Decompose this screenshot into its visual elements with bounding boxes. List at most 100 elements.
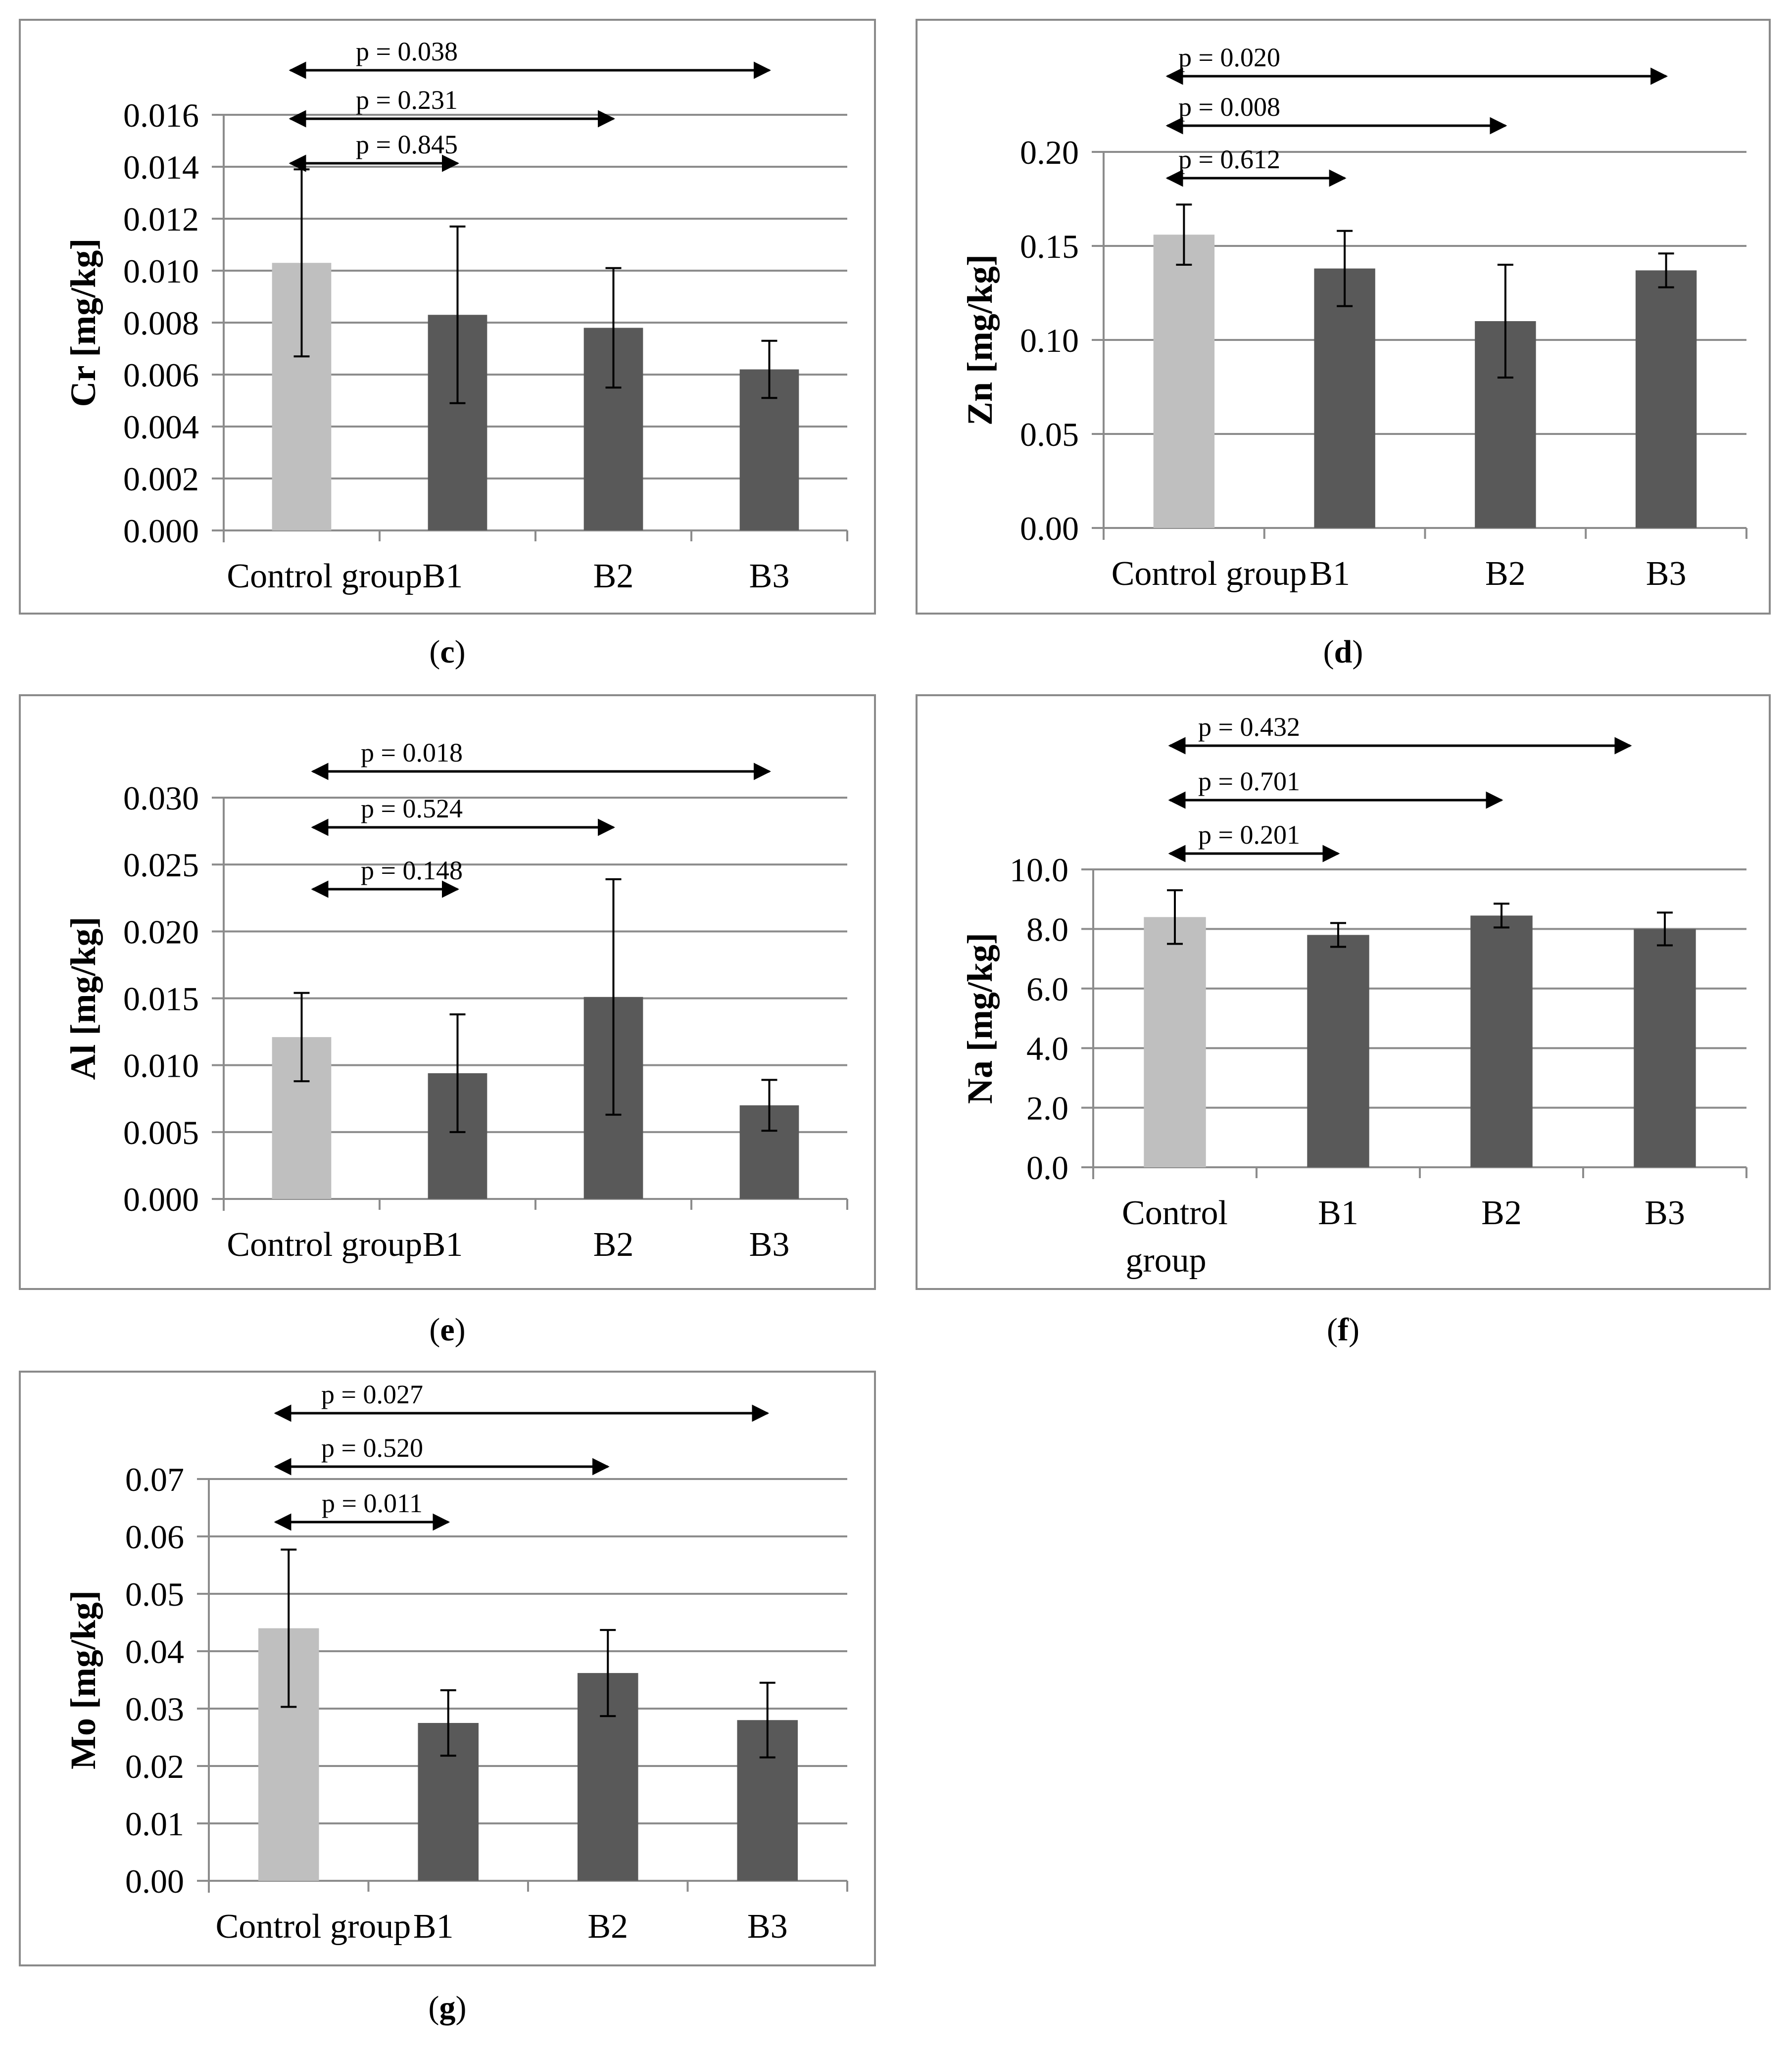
x-tick-label: Control group	[216, 1908, 411, 1946]
x-tick-label: B3	[749, 1226, 790, 1264]
caption-c: (c)	[429, 634, 466, 670]
y-tick-label: 0.05	[1020, 416, 1079, 453]
bar	[1314, 268, 1375, 528]
chart-panel-g: 0.00 0.01 0.02 0.03 0.04 0.05 0.06 0.07 Control …	[19, 1371, 876, 1966]
x-tick-label: B1	[1318, 1194, 1358, 1232]
p-value-label: p = 0.020	[1178, 43, 1280, 72]
y-tick-label: 8.0	[1026, 910, 1068, 948]
y-tick-label: 0.008	[123, 304, 199, 342]
y-tick-label: 0.00	[125, 1862, 184, 1900]
caption-letter: f	[1338, 1312, 1349, 1348]
p-value-label: p = 0.524	[361, 794, 463, 823]
p-value-label: p = 0.231	[356, 85, 458, 115]
y-tick-label: 2.0	[1026, 1090, 1068, 1127]
y-tick-label: 0.006	[123, 356, 199, 394]
p-value-label: p = 0.018	[361, 738, 463, 767]
caption-letter: d	[1334, 634, 1353, 670]
chart-panel-f: 0.0 2.0 4.0 6.0 8.0 10.0 Control group B1 B2 B3 Na …	[916, 694, 1771, 1290]
p-value-label: p = 0.008	[1178, 92, 1280, 122]
x-tick-label: Control group	[227, 557, 422, 595]
y-tick-label: 0.02	[125, 1748, 184, 1785]
p-value-label: p = 0.011	[322, 1488, 423, 1518]
p-value-label: p = 0.701	[1198, 766, 1300, 796]
x-tick-label: B2	[1485, 555, 1526, 593]
y-tick-label: 0.06	[125, 1518, 184, 1556]
y-tick-label: 0.10	[1020, 322, 1079, 359]
y-axis-label: Al [mg/kg]	[63, 917, 103, 1080]
bar	[1144, 917, 1206, 1167]
y-tick-label: 0.15	[1020, 228, 1079, 265]
x-tick-label: B3	[747, 1908, 788, 1946]
y-tick-label: 0.03	[125, 1690, 184, 1728]
x-tick-label: Control group	[1122, 1194, 1228, 1280]
y-tick-label: 0.01	[125, 1805, 184, 1843]
bar	[1634, 929, 1696, 1167]
y-tick-label: 0.030	[123, 779, 199, 817]
caption-e: (e)	[429, 1312, 466, 1348]
y-tick-label: 0.010	[123, 1047, 199, 1085]
y-tick-label: 0.014	[123, 148, 199, 186]
x-tick-label: B3	[1646, 555, 1687, 593]
y-tick-label: 0.07	[125, 1461, 184, 1498]
p-value-label: p = 0.027	[321, 1380, 423, 1409]
p-value-label: p = 0.432	[1198, 712, 1300, 742]
chart-panel-e: 0.000 0.005 0.010 0.015 0.020 0.025 0.030 Contr…	[19, 694, 876, 1290]
p-value-label: p = 0.038	[356, 37, 458, 66]
y-tick-label: 0.00	[1020, 510, 1079, 547]
y-tick-label: 0.015	[123, 980, 199, 1018]
caption-g: (g)	[428, 1990, 467, 2026]
x-tick-label: Control group	[1112, 555, 1307, 593]
y-tick-label: 4.0	[1026, 1030, 1068, 1067]
p-value-label: p = 0.845	[356, 130, 458, 159]
y-axis-label: Mo [mg/kg]	[63, 1590, 103, 1769]
y-tick-label: 0.04	[125, 1633, 184, 1671]
x-tick-label: B2	[1481, 1194, 1522, 1232]
chart-g: 0.00 0.01 0.02 0.03 0.04 0.05 0.06 0.07 Control …	[63, 1380, 848, 1946]
x-tick-label: B2	[593, 557, 634, 595]
y-axis-label: Zn [mg/kg]	[960, 254, 1000, 426]
p-value-label: p = 0.148	[361, 856, 463, 885]
chart-panel-c: 0.000 0.002 0.004 0.006 0.008 0.010 0.012 0.014…	[19, 19, 876, 615]
p-value-label: p = 0.520	[321, 1433, 423, 1463]
y-tick-label: 0.0	[1026, 1149, 1068, 1187]
y-tick-label: 0.004	[123, 408, 199, 446]
y-tick-label: 0.005	[123, 1114, 199, 1151]
caption-letter: e	[440, 1312, 455, 1348]
caption-letter: g	[439, 1990, 456, 2026]
y-tick-label: 0.05	[125, 1576, 184, 1613]
x-tick-label: B1	[423, 1226, 463, 1264]
x-tick-label: B2	[593, 1226, 634, 1264]
bar	[1635, 270, 1697, 528]
x-tick-label: B3	[749, 557, 790, 595]
chart-e: 0.000 0.005 0.010 0.015 0.020 0.025 0.030 Contr…	[63, 738, 848, 1264]
y-axis-label: Cr [mg/kg]	[63, 239, 103, 407]
chart-panel-d: 0.00 0.05 0.10 0.15 0.20 Control group B1 B2 B3 Z…	[916, 19, 1771, 615]
y-tick-label: 0.025	[123, 846, 199, 884]
y-tick-label: 6.0	[1026, 970, 1068, 1008]
y-tick-label: 0.020	[123, 913, 199, 951]
chart-d: 0.00 0.05 0.10 0.15 0.20 Control group B1 B2 B3 Z…	[960, 43, 1747, 593]
y-tick-label: 10.0	[1010, 851, 1068, 889]
caption-f: (f)	[1327, 1312, 1359, 1348]
caption-letter: c	[440, 634, 455, 670]
chart-c: 0.000 0.002 0.004 0.006 0.008 0.010 0.012 0.014…	[63, 37, 848, 595]
x-tick-label: Control group	[227, 1226, 422, 1264]
bar	[1153, 235, 1215, 528]
caption-d: (d)	[1323, 634, 1363, 670]
p-value-label: p = 0.201	[1198, 820, 1300, 850]
x-tick-label: B3	[1645, 1194, 1685, 1232]
y-tick-label: 0.010	[123, 252, 199, 290]
p-value-label: p = 0.612	[1178, 144, 1280, 174]
y-axis-label: Na [mg/kg]	[960, 933, 1000, 1104]
chart-f: 0.0 2.0 4.0 6.0 8.0 10.0 Control group B1 B2 B3 Na …	[960, 712, 1747, 1280]
y-tick-label: 0.20	[1020, 134, 1079, 171]
x-tick-label: B1	[423, 557, 463, 595]
y-tick-label: 0.016	[123, 96, 199, 134]
y-tick-label: 0.000	[123, 512, 199, 550]
y-tick-label: 0.000	[123, 1181, 199, 1218]
x-tick-label: B2	[587, 1908, 628, 1946]
x-tick-label: B1	[1309, 555, 1350, 593]
x-tick-label: B1	[413, 1908, 454, 1946]
y-tick-label: 0.012	[123, 200, 199, 238]
y-tick-label: 0.002	[123, 460, 199, 498]
